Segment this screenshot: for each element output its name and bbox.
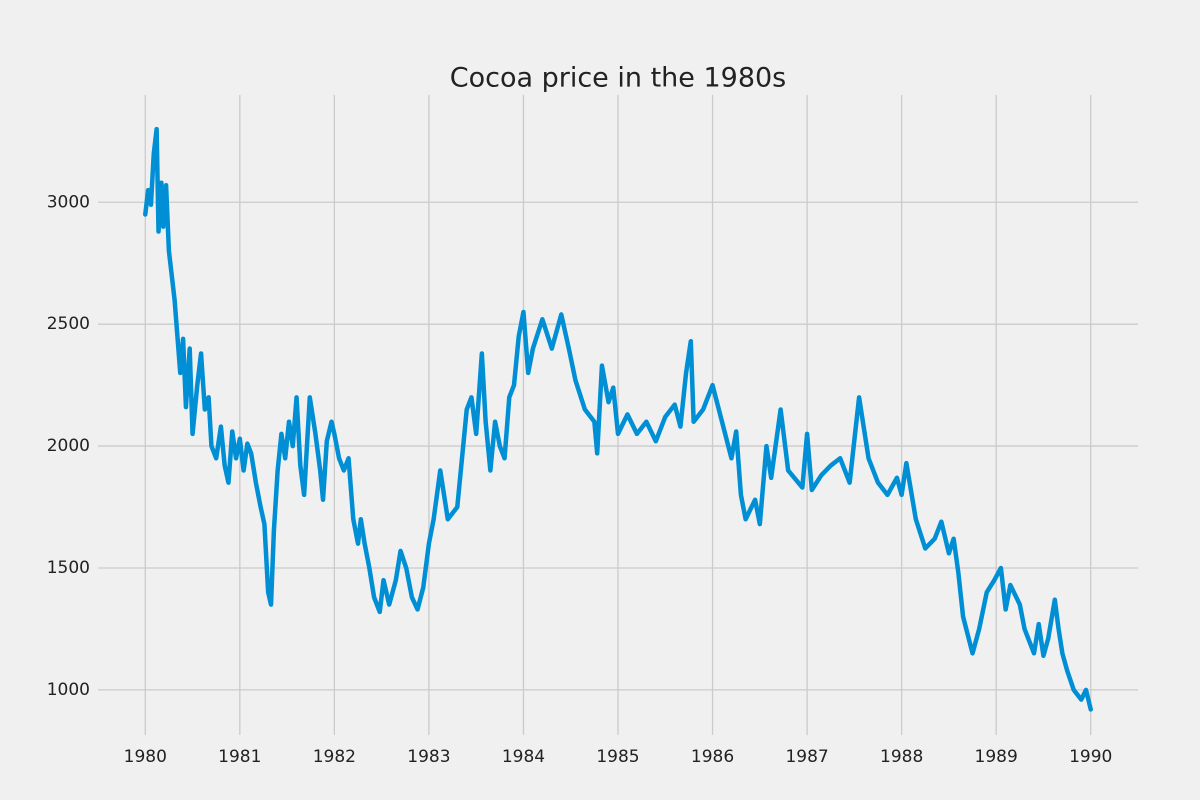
y-tick-label: 1500 — [47, 558, 90, 578]
x-tick-label: 1985 — [596, 747, 639, 767]
y-tick-label: 2500 — [47, 314, 90, 334]
chart-title: Cocoa price in the 1980s — [450, 63, 787, 94]
x-tick-label: 1980 — [124, 747, 167, 767]
x-tick-label: 1988 — [880, 747, 923, 767]
price-line — [143, 126, 1093, 712]
y-tick-label: 3000 — [47, 192, 90, 212]
x-tick-label: 1987 — [785, 747, 828, 767]
y-tick-label: 2000 — [47, 436, 90, 456]
x-tick-label: 1981 — [218, 747, 261, 767]
x-tick-label: 1982 — [313, 747, 356, 767]
x-tick-label: 1984 — [502, 747, 545, 767]
x-tick-label: 1990 — [1069, 747, 1112, 767]
y-tick-label: 1000 — [47, 680, 90, 700]
x-tick-label: 1989 — [975, 747, 1018, 767]
x-tick-label: 1983 — [407, 747, 450, 767]
x-tick-label: 1986 — [691, 747, 734, 767]
